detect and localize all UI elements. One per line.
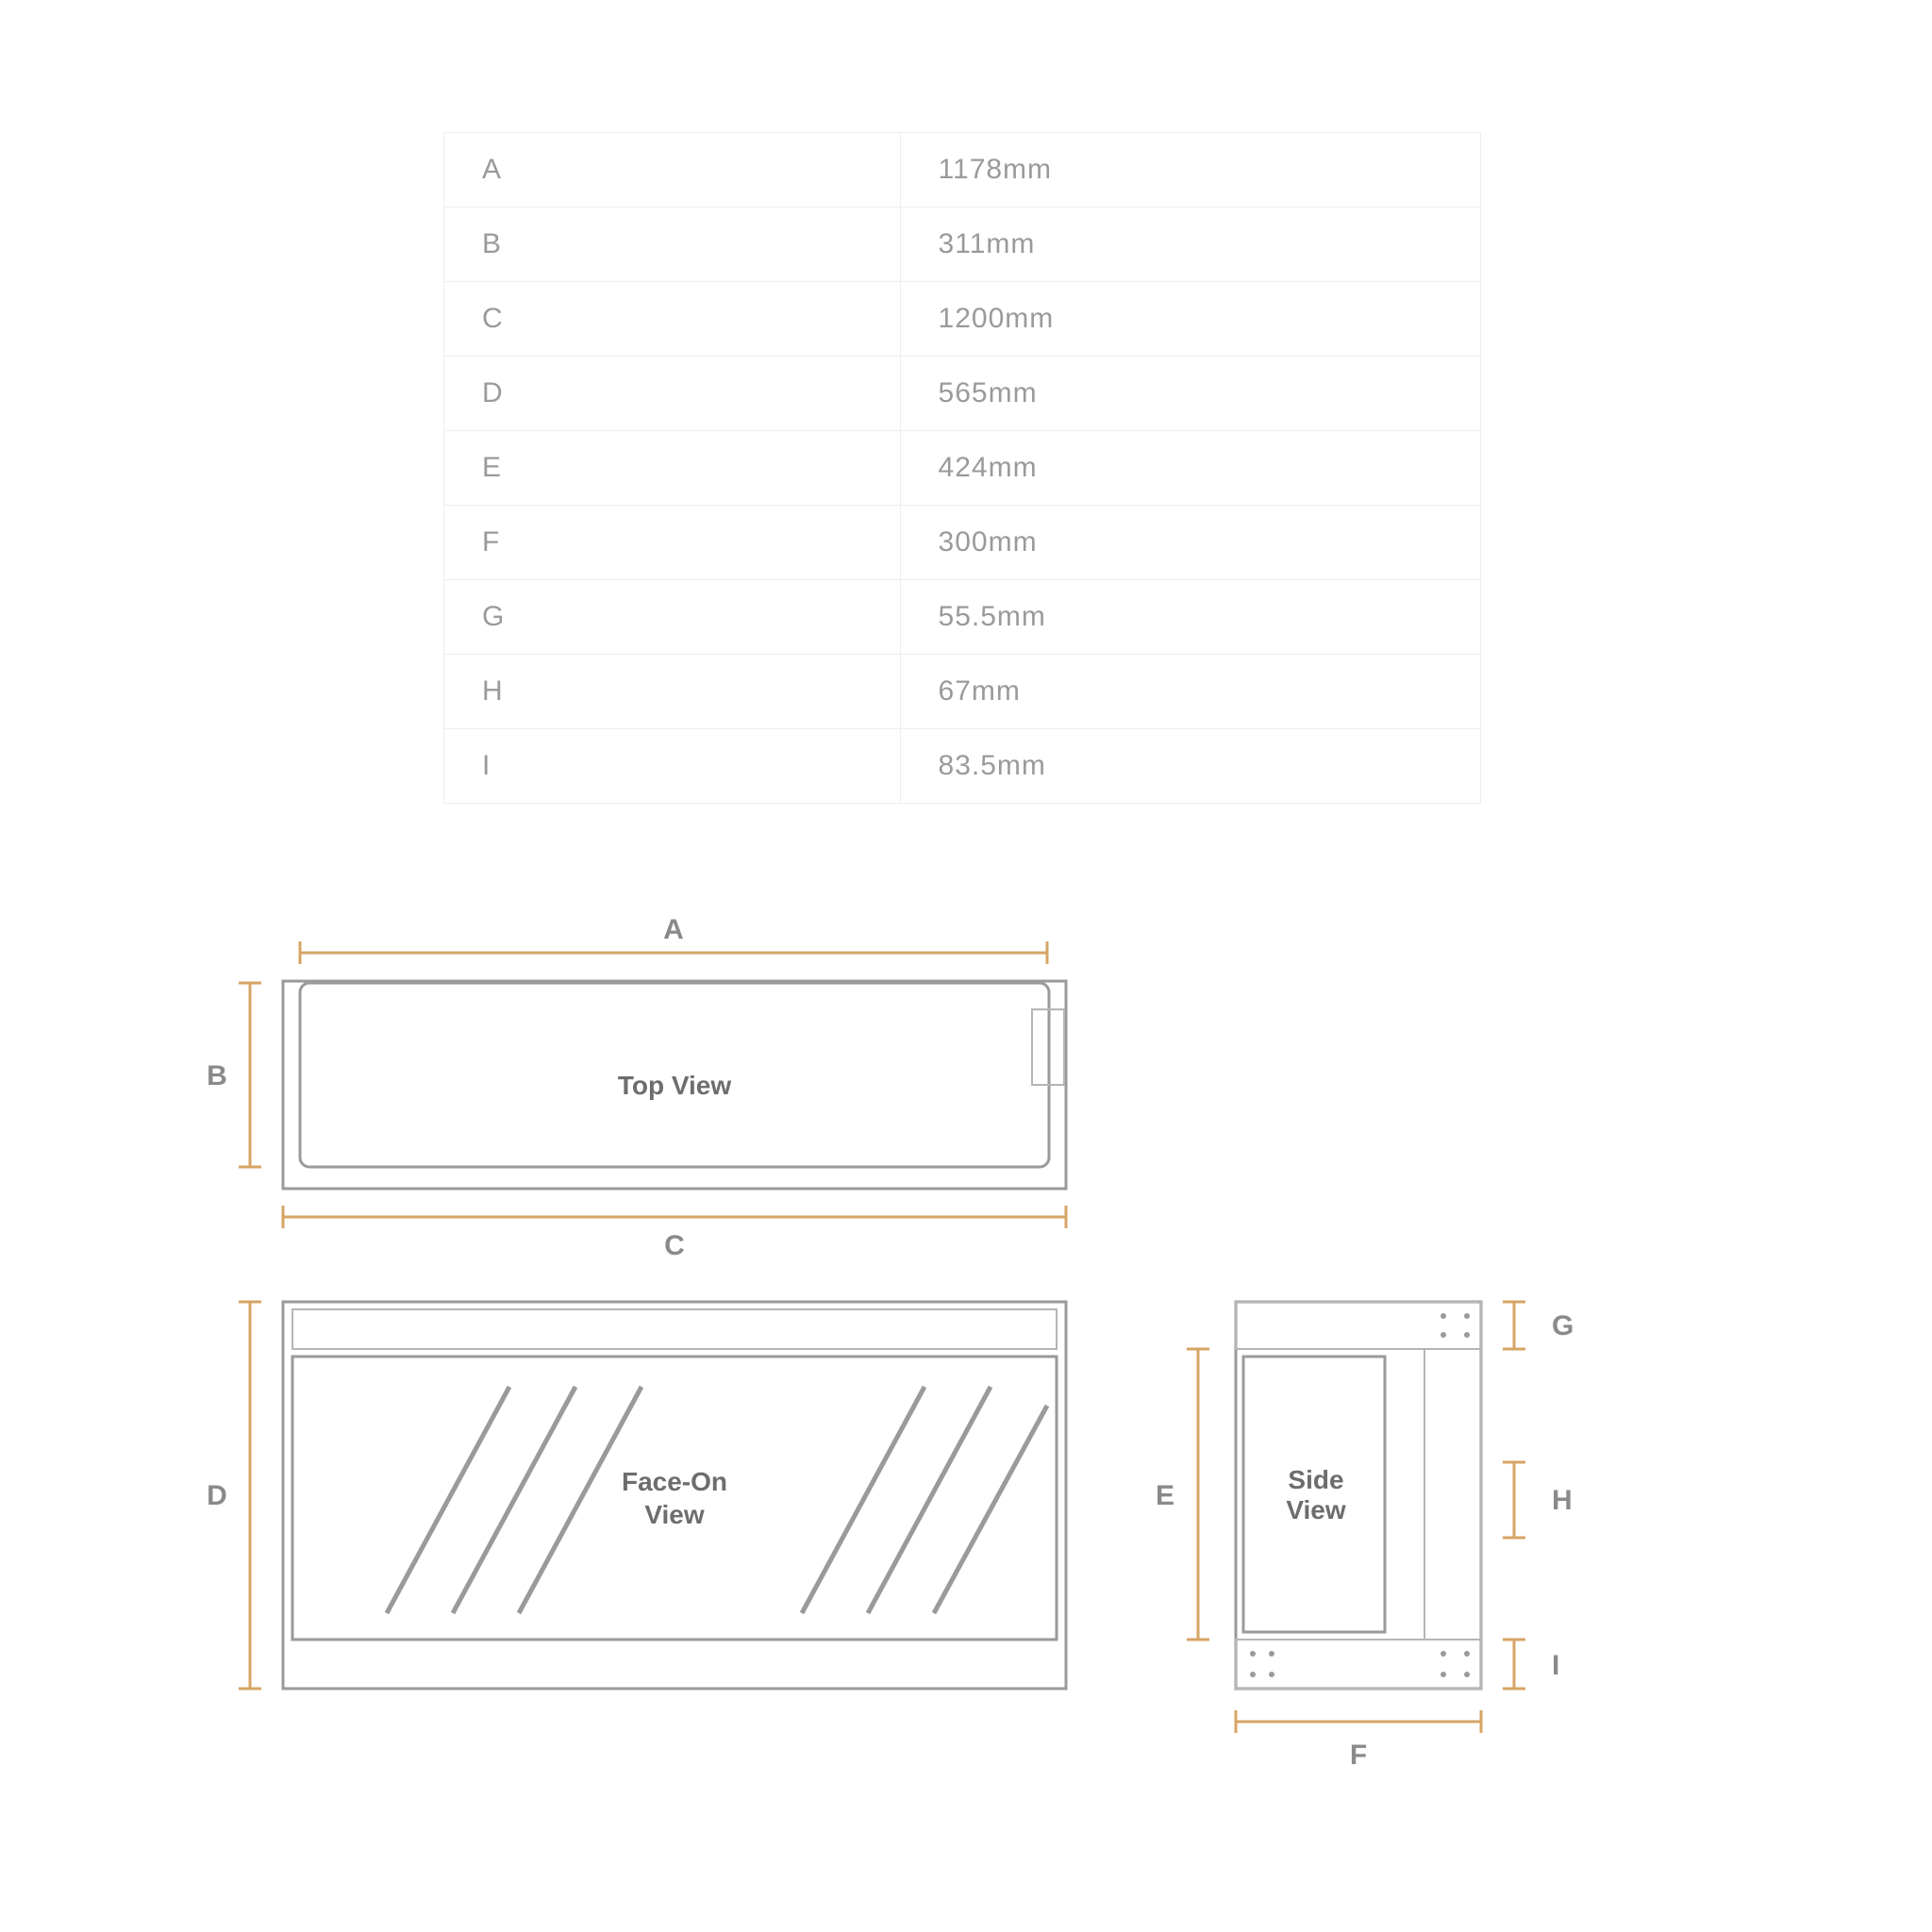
table-row: B 311mm xyxy=(444,208,1481,282)
table-row: A 1178mm xyxy=(444,133,1481,208)
dim-letter-I: I xyxy=(1552,1650,1559,1681)
dimensions-table: A 1178mm B 311mm C 1200mm D 565mm E 424m… xyxy=(443,132,1481,804)
table-row: G 55.5mm xyxy=(444,580,1481,655)
dim-letter-F: F xyxy=(1350,1740,1367,1771)
dim-letter-D: D xyxy=(207,1480,227,1511)
face-view-group: D Face-On View xyxy=(207,1302,1066,1689)
dim-value: 83.5mm xyxy=(900,729,1480,804)
dim-label: G xyxy=(444,580,901,655)
dim-value: 424mm xyxy=(900,431,1480,506)
side-view-label-2: View xyxy=(1286,1495,1346,1524)
dim-label: A xyxy=(444,133,901,208)
dim-value: 1178mm xyxy=(900,133,1480,208)
dim-letter-C: C xyxy=(664,1230,685,1261)
dim-letter-G: G xyxy=(1552,1310,1574,1341)
dim-value: 311mm xyxy=(900,208,1480,282)
page-root: A 1178mm B 311mm C 1200mm D 565mm E 424m… xyxy=(0,0,1932,1932)
table-row: H 67mm xyxy=(444,655,1481,729)
face-view-label-2: View xyxy=(644,1500,705,1529)
face-view-label-1: Face-On xyxy=(622,1467,727,1496)
dim-value: 67mm xyxy=(900,655,1480,729)
top-view-label: Top View xyxy=(618,1071,732,1100)
dim-letter-B: B xyxy=(207,1060,227,1091)
dim-value: 300mm xyxy=(900,506,1480,580)
dim-label: C xyxy=(444,282,901,357)
table-row: D 565mm xyxy=(444,357,1481,431)
dim-label: E xyxy=(444,431,901,506)
table-row: C 1200mm xyxy=(444,282,1481,357)
side-view-label-1: Side xyxy=(1288,1465,1343,1494)
dim-letter-E: E xyxy=(1156,1480,1174,1511)
dim-value: 565mm xyxy=(900,357,1480,431)
dim-label: I xyxy=(444,729,901,804)
table-row: F 300mm xyxy=(444,506,1481,580)
dim-letter-H: H xyxy=(1552,1485,1573,1516)
technical-diagram: A Top View B C xyxy=(198,915,1726,1840)
side-view-group: E xyxy=(1156,1302,1574,1771)
diagram-svg: A Top View B C xyxy=(198,915,1726,1840)
dim-label: D xyxy=(444,357,901,431)
dim-label: B xyxy=(444,208,901,282)
dim-letter-A: A xyxy=(663,915,684,945)
dim-value: 1200mm xyxy=(900,282,1480,357)
dim-value: 55.5mm xyxy=(900,580,1480,655)
dim-label: F xyxy=(444,506,901,580)
top-view-group: A Top View B C xyxy=(207,915,1066,1261)
dim-label: H xyxy=(444,655,901,729)
table-row: I 83.5mm xyxy=(444,729,1481,804)
table-row: E 424mm xyxy=(444,431,1481,506)
